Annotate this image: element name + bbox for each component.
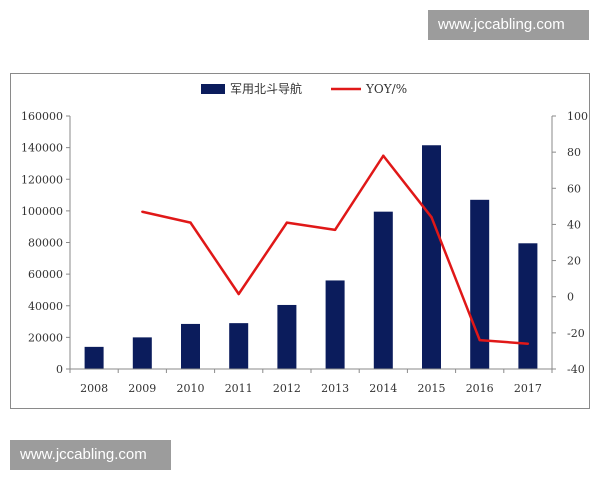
right-tick-label: 100 bbox=[567, 110, 588, 123]
right-tick-label: -40 bbox=[567, 363, 585, 376]
right-axis-ticks: -40 -20 0 20 40 60 80 100 bbox=[552, 110, 588, 376]
bar-2010 bbox=[181, 323, 200, 369]
bar-2009 bbox=[132, 337, 152, 369]
x-tick-label: 2009 bbox=[128, 382, 156, 395]
x-tick-label: 2010 bbox=[177, 382, 205, 395]
x-tick-label: 2013 bbox=[321, 382, 349, 395]
left-tick-label: 0 bbox=[56, 363, 63, 376]
legend-line-label: YOY/% bbox=[365, 82, 407, 96]
right-tick-label: -20 bbox=[567, 327, 585, 340]
bar-2015 bbox=[422, 145, 441, 369]
bar-2008 bbox=[84, 346, 104, 369]
bar-2013 bbox=[325, 280, 345, 369]
yoy-point-2010 bbox=[189, 221, 192, 224]
right-tick-label: 80 bbox=[567, 146, 581, 159]
bar-2011 bbox=[229, 323, 249, 369]
x-tick-label: 2011 bbox=[225, 382, 253, 395]
left-tick-label: 100000 bbox=[21, 205, 63, 218]
left-tick-label: 40000 bbox=[28, 300, 63, 313]
chart-frame: 军用北斗导航 YOY/% 0 20000 40000 60000 80000 100000… bbox=[10, 73, 590, 409]
yoy-point-2016 bbox=[478, 338, 481, 342]
x-tick-label: 2015 bbox=[418, 382, 446, 395]
yoy-point-2012 bbox=[285, 221, 289, 224]
yoy-point-2013 bbox=[333, 228, 337, 232]
left-axis-ticks: 0 20000 40000 60000 80000 100000 120000 140000 1… bbox=[21, 110, 70, 376]
right-tick-label: 20 bbox=[567, 255, 581, 268]
legend: 军用北斗导航 YOY/% bbox=[201, 81, 407, 96]
yoy-point-2015 bbox=[430, 216, 433, 219]
bars bbox=[84, 145, 538, 369]
yoy-point-2009 bbox=[141, 210, 144, 213]
x-tick-label: 2017 bbox=[514, 382, 542, 395]
right-tick-label: 60 bbox=[567, 182, 581, 195]
x-tick-label: 2014 bbox=[369, 382, 397, 395]
left-tick-label: 160000 bbox=[21, 110, 63, 123]
x-tick-label: 2008 bbox=[80, 382, 108, 395]
combo-chart: 军用北斗导航 YOY/% 0 20000 40000 60000 80000 100000… bbox=[21, 81, 588, 395]
left-tick-label: 20000 bbox=[28, 331, 63, 344]
bar-2012 bbox=[277, 304, 297, 369]
bar-2016 bbox=[470, 199, 490, 369]
x-tick-label: 2012 bbox=[273, 382, 301, 395]
yoy-point-2014 bbox=[382, 154, 385, 157]
watermark-top: www.jccabling.com bbox=[428, 10, 589, 40]
left-tick-label: 60000 bbox=[28, 268, 63, 281]
left-tick-label: 140000 bbox=[21, 142, 63, 155]
left-tick-label: 120000 bbox=[21, 173, 63, 186]
right-tick-label: 40 bbox=[567, 218, 581, 231]
yoy-line-group bbox=[141, 154, 530, 345]
yoy-point-2017 bbox=[526, 342, 530, 345]
bar-2014 bbox=[373, 211, 393, 369]
legend-bar-label: 军用北斗导航 bbox=[230, 81, 302, 96]
legend-bar-swatch bbox=[201, 84, 225, 94]
yoy-point-2011 bbox=[237, 292, 240, 296]
bar-2017 bbox=[518, 243, 538, 369]
right-tick-label: 0 bbox=[567, 291, 574, 304]
x-tick-label: 2016 bbox=[466, 382, 494, 395]
x-axis-ticks: 2008 2009 2010 2011 2012 2013 2014 2015 2016 2017 bbox=[69, 369, 553, 395]
left-tick-label: 80000 bbox=[28, 237, 63, 250]
watermark-bottom: www.jccabling.com bbox=[10, 440, 171, 470]
